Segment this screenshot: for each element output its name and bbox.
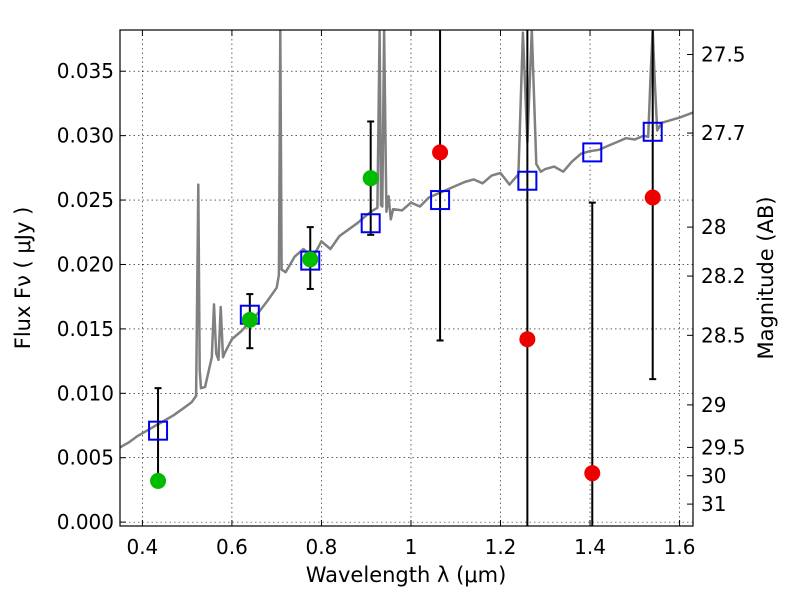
x-tick-label: 0.4: [126, 535, 158, 559]
data-point-marker: [362, 170, 379, 187]
axis-ticks: 0.4 0.6 0.8 1 1.2 1.4 1.6 0.000 0.005 0.010 0.015 0…: [57, 30, 746, 559]
spectrum-line: [120, 30, 693, 449]
y-tick-label: 0.035: [57, 59, 114, 83]
y2-tick-label: 29: [701, 393, 726, 417]
model-square-marker: [642, 121, 663, 142]
y-tick-label: 0.000: [57, 510, 114, 534]
y-tick-label: 0.010: [57, 381, 114, 405]
data-point-marker: [302, 251, 319, 268]
data-point-marker: [519, 331, 536, 348]
plot-background: [120, 30, 693, 526]
y2-tick-label: 27.5: [701, 42, 746, 66]
marker-layer: [148, 121, 663, 489]
y-tick-label: 0.020: [57, 252, 114, 276]
y2-axis-label: Magnitude (AB): [754, 196, 778, 359]
x-tick-label: 0.6: [216, 535, 248, 559]
x-tick-label: 1.6: [664, 535, 696, 559]
x-tick-label: 1: [405, 535, 418, 559]
y2-tick-label: 28.5: [701, 323, 746, 347]
y-tick-label: 0.025: [57, 188, 114, 212]
model-square-marker: [430, 190, 451, 211]
y-tick-label: 0.005: [57, 446, 114, 470]
data-point-marker: [584, 465, 601, 482]
data-point-marker: [150, 472, 167, 489]
y2-tick-label: 28.2: [701, 264, 746, 288]
y-axis-label: Flux Fν ( μJy ): [11, 207, 35, 350]
data-point-marker: [241, 311, 258, 328]
x-tick-label: 1.4: [574, 535, 606, 559]
y2-tick-label: 28: [701, 215, 726, 239]
x-axis-label: Wavelength λ (μm): [306, 563, 507, 587]
model-square-marker: [360, 213, 381, 234]
data-point-marker: [644, 189, 661, 206]
y2-tick-label: 30: [701, 464, 726, 488]
y-tick-label: 0.015: [57, 317, 114, 341]
x-tick-label: 1.2: [485, 535, 517, 559]
model-square-marker: [582, 142, 603, 163]
x-tick-label: 0.8: [306, 535, 338, 559]
model-square-marker: [517, 170, 538, 191]
y2-tick-label: 27.7: [701, 121, 746, 145]
y2-tick-label: 29.5: [701, 435, 746, 459]
plot-frame: [119, 29, 694, 527]
data-point-marker: [432, 144, 449, 161]
y2-tick-label: 31: [701, 492, 726, 516]
model-square-marker: [148, 420, 169, 441]
spectrum-layer: [120, 30, 693, 449]
y-tick-label: 0.030: [57, 124, 114, 148]
